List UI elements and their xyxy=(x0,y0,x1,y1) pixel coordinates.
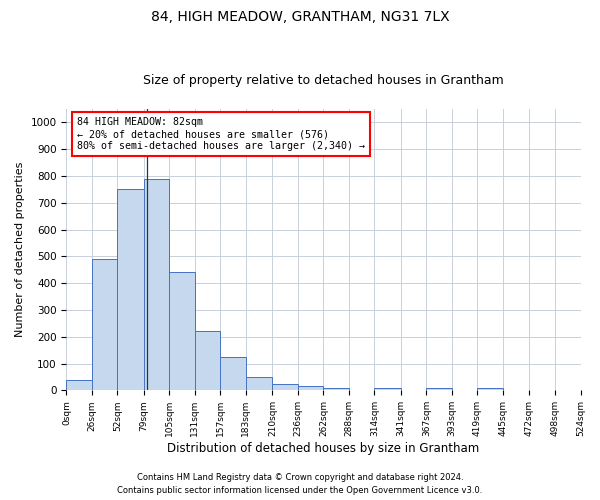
X-axis label: Distribution of detached houses by size in Grantham: Distribution of detached houses by size … xyxy=(167,442,479,455)
Text: Contains HM Land Registry data © Crown copyright and database right 2024.
Contai: Contains HM Land Registry data © Crown c… xyxy=(118,474,482,495)
Y-axis label: Number of detached properties: Number of detached properties xyxy=(15,162,25,338)
Title: Size of property relative to detached houses in Grantham: Size of property relative to detached ho… xyxy=(143,74,504,87)
Bar xyxy=(144,178,169,390)
Bar xyxy=(169,272,195,390)
Bar xyxy=(298,386,323,390)
Bar xyxy=(323,388,349,390)
Text: 84, HIGH MEADOW, GRANTHAM, NG31 7LX: 84, HIGH MEADOW, GRANTHAM, NG31 7LX xyxy=(151,10,449,24)
Bar xyxy=(246,377,272,390)
Bar xyxy=(374,388,401,390)
Bar xyxy=(195,332,220,390)
Bar xyxy=(478,388,503,390)
Bar xyxy=(92,259,118,390)
Bar xyxy=(427,388,452,390)
Bar xyxy=(118,190,144,390)
Bar xyxy=(67,380,92,390)
Text: 84 HIGH MEADOW: 82sqm
← 20% of detached houses are smaller (576)
80% of semi-det: 84 HIGH MEADOW: 82sqm ← 20% of detached … xyxy=(77,118,365,150)
Bar xyxy=(220,357,246,390)
Bar xyxy=(272,384,298,390)
